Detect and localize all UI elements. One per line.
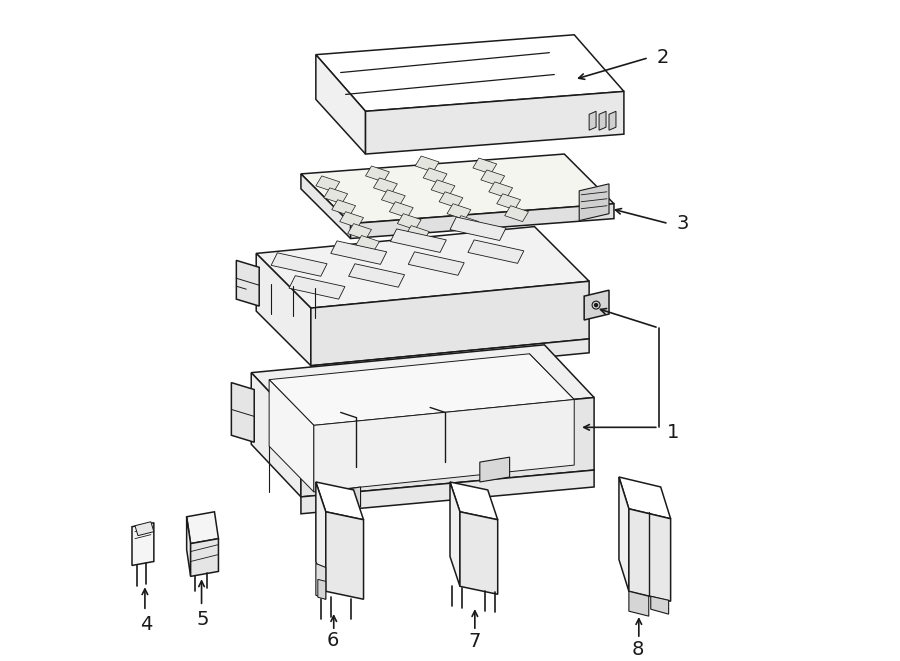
Polygon shape: [450, 482, 498, 520]
Polygon shape: [619, 477, 629, 592]
Polygon shape: [497, 194, 520, 210]
Polygon shape: [330, 241, 387, 264]
Polygon shape: [382, 190, 405, 206]
Polygon shape: [132, 523, 154, 565]
Polygon shape: [423, 168, 447, 184]
Text: 4: 4: [140, 615, 152, 634]
Text: 7: 7: [468, 633, 481, 652]
Polygon shape: [348, 264, 405, 287]
Polygon shape: [472, 158, 497, 174]
Polygon shape: [316, 563, 326, 600]
Polygon shape: [269, 354, 574, 425]
Polygon shape: [186, 517, 191, 576]
Polygon shape: [629, 509, 670, 602]
Polygon shape: [481, 170, 505, 186]
Polygon shape: [390, 202, 413, 217]
Polygon shape: [365, 166, 390, 182]
Polygon shape: [450, 217, 506, 241]
Polygon shape: [251, 345, 594, 425]
Polygon shape: [301, 470, 594, 514]
Polygon shape: [391, 229, 446, 253]
Polygon shape: [314, 399, 574, 492]
Polygon shape: [237, 260, 259, 306]
Polygon shape: [599, 111, 606, 130]
Text: 5: 5: [196, 609, 209, 629]
Polygon shape: [330, 487, 361, 512]
Polygon shape: [289, 276, 345, 299]
Polygon shape: [256, 253, 310, 366]
Polygon shape: [356, 235, 380, 251]
Polygon shape: [271, 253, 327, 276]
Polygon shape: [439, 192, 463, 208]
Polygon shape: [339, 212, 364, 227]
Polygon shape: [397, 214, 421, 229]
Polygon shape: [450, 482, 460, 586]
Text: 6: 6: [327, 631, 339, 650]
Polygon shape: [460, 512, 498, 594]
Text: 8: 8: [632, 641, 644, 660]
Polygon shape: [590, 111, 596, 130]
Polygon shape: [301, 397, 594, 497]
Polygon shape: [316, 176, 339, 192]
Polygon shape: [609, 111, 616, 130]
Polygon shape: [351, 204, 614, 239]
Polygon shape: [269, 379, 314, 492]
Polygon shape: [310, 339, 590, 379]
Polygon shape: [301, 154, 614, 223]
Polygon shape: [310, 281, 590, 366]
Polygon shape: [447, 204, 471, 219]
Polygon shape: [455, 215, 479, 231]
Polygon shape: [332, 200, 356, 215]
Polygon shape: [318, 580, 326, 600]
Polygon shape: [409, 252, 464, 275]
Text: 1: 1: [667, 423, 679, 442]
Polygon shape: [415, 156, 439, 172]
Polygon shape: [301, 174, 351, 239]
Polygon shape: [580, 184, 609, 221]
Text: 2: 2: [657, 48, 669, 67]
Polygon shape: [135, 522, 154, 535]
Polygon shape: [316, 482, 364, 520]
Polygon shape: [256, 227, 590, 308]
Polygon shape: [251, 373, 301, 497]
Polygon shape: [489, 182, 513, 198]
Polygon shape: [505, 206, 528, 221]
Polygon shape: [324, 188, 347, 204]
Polygon shape: [374, 178, 397, 194]
Polygon shape: [365, 91, 624, 154]
Text: 3: 3: [677, 214, 689, 233]
Polygon shape: [186, 512, 219, 543]
Polygon shape: [316, 55, 365, 154]
Polygon shape: [316, 35, 624, 111]
Polygon shape: [231, 383, 254, 442]
Polygon shape: [405, 225, 429, 241]
Polygon shape: [347, 223, 372, 239]
Polygon shape: [629, 592, 649, 616]
Polygon shape: [651, 596, 669, 614]
Polygon shape: [326, 512, 364, 600]
Polygon shape: [468, 240, 524, 263]
Circle shape: [595, 303, 598, 307]
Polygon shape: [480, 457, 509, 482]
Polygon shape: [431, 180, 455, 196]
Polygon shape: [191, 539, 219, 576]
Polygon shape: [316, 482, 326, 592]
Polygon shape: [619, 477, 670, 519]
Polygon shape: [584, 290, 609, 320]
